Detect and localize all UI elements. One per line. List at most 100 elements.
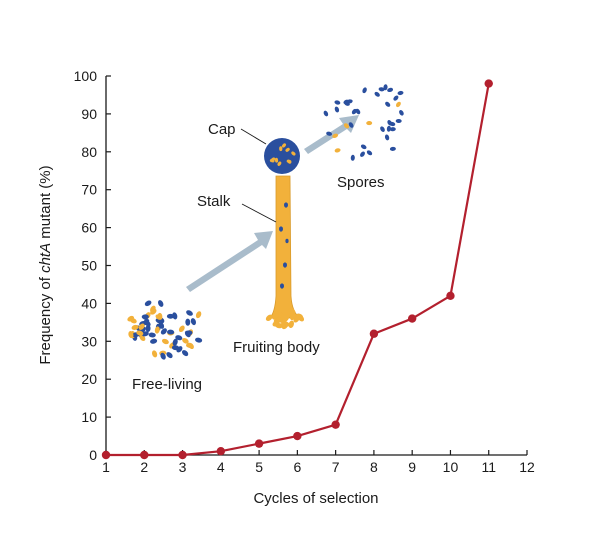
x-tick-label: 9: [408, 459, 416, 475]
cell-dot: [186, 342, 194, 348]
cell-dot: [185, 330, 193, 336]
cell-dot: [378, 87, 385, 92]
data-point: [446, 291, 455, 301]
y-tick-label: 60: [81, 220, 97, 236]
cell-dot: [178, 325, 185, 333]
cell-dot: [393, 95, 399, 101]
free-living-label: Free-living: [132, 376, 202, 393]
data-point: [140, 450, 149, 460]
arrow-to-fruiting-body-icon: [186, 231, 273, 292]
cell-dot: [155, 314, 163, 320]
cell-dot: [343, 123, 350, 129]
cell-dot: [366, 121, 373, 126]
y-axis-title: Frequency of chtA mutant (%): [37, 165, 54, 364]
cell-dot: [181, 350, 189, 357]
y-ticks: 0 10 20 30 40 50 60 70 80 90 100: [74, 68, 111, 463]
cell-dot: [389, 146, 396, 151]
cell-dot: [127, 315, 135, 322]
cell-dot: [190, 318, 197, 326]
x-tick-label: 12: [519, 459, 535, 475]
y-axis-title-suffix: mutant (%): [37, 165, 54, 243]
y-tick-label: 20: [81, 371, 97, 387]
y-tick-label: 40: [81, 295, 97, 311]
y-tick-label: 90: [81, 106, 97, 122]
cell-dot: [277, 161, 282, 166]
cell-dot: [269, 159, 275, 163]
x-tick-label: 4: [217, 459, 225, 475]
cell-dot: [182, 337, 189, 344]
cell-dot: [161, 338, 169, 345]
cell-dot: [362, 87, 367, 94]
cell-dot: [350, 154, 355, 161]
cell-dot: [387, 87, 394, 93]
stalk-dot: [280, 283, 284, 289]
cell-dot: [288, 320, 294, 329]
cell-dot: [291, 151, 296, 156]
cell-dot: [282, 143, 286, 148]
x-tick-label: 6: [293, 459, 301, 475]
y-tick-label: 0: [89, 447, 97, 463]
x-tick-label: 11: [481, 459, 496, 475]
stalk-dot: [285, 238, 289, 244]
cell-dot: [141, 331, 149, 337]
x-ticks: 1 2 3 4 5 6 7 8 9 10 11 12: [102, 450, 535, 475]
cell-dot: [150, 338, 158, 344]
cap-leader-line: [240, 128, 267, 145]
cell-dot: [274, 157, 279, 163]
cell-dot: [160, 328, 167, 335]
axes: [105, 76, 527, 456]
cell-dot: [281, 319, 287, 328]
cap-icon: [264, 138, 300, 174]
cell-dot: [386, 125, 391, 132]
cell-dot: [285, 147, 290, 152]
cell-dot: [288, 307, 296, 315]
cell-dot: [166, 352, 173, 359]
fruiting-body-base-icon: [265, 307, 305, 330]
stalk-dot: [283, 262, 287, 268]
cell-dot: [176, 346, 183, 353]
cell-dot: [272, 313, 279, 320]
free-living-cells-icon: [127, 300, 203, 360]
stalk-label: Stalk: [197, 193, 231, 210]
cell-dot: [167, 329, 175, 335]
cell-dot: [152, 350, 158, 358]
cell-dot: [138, 323, 145, 330]
spores-icon: [323, 84, 404, 161]
cell-dot: [286, 159, 292, 163]
cell-dot: [158, 300, 164, 307]
cell-dot: [172, 312, 178, 320]
cell-dot: [395, 118, 402, 124]
series-line: [106, 83, 490, 457]
y-tick-label: 30: [81, 333, 97, 349]
cell-dot: [384, 134, 390, 141]
data-point: [331, 420, 340, 429]
data-point: [216, 447, 226, 456]
y-tick-label: 70: [81, 182, 97, 198]
cell-dot: [185, 318, 191, 326]
cell-dot: [175, 335, 183, 341]
cell-dot: [289, 313, 296, 321]
cell-dot: [380, 126, 385, 132]
x-axis-title: Cycles of selection: [253, 490, 378, 507]
cell-dot: [154, 326, 160, 334]
cell-dot: [144, 300, 152, 307]
x-tick-label: 8: [370, 459, 378, 475]
cell-dot: [128, 331, 134, 339]
cell-dot: [131, 324, 139, 330]
cell-dot: [160, 352, 166, 360]
y-tick-label: 80: [81, 144, 97, 160]
cell-dot: [334, 148, 341, 153]
cell-dot: [389, 127, 396, 132]
x-tick-label: 1: [102, 459, 110, 475]
x-tick-label: 10: [443, 459, 459, 475]
y-tick-label: 100: [74, 68, 98, 84]
cap-label: Cap: [208, 121, 236, 138]
cell-dot: [186, 310, 193, 316]
spores-label: Spores: [337, 174, 385, 191]
cell-dot: [279, 146, 283, 152]
cell-dot: [145, 324, 151, 332]
stalk-dot: [279, 226, 283, 232]
x-tick-label: 5: [255, 459, 263, 475]
cell-dot: [148, 332, 156, 338]
